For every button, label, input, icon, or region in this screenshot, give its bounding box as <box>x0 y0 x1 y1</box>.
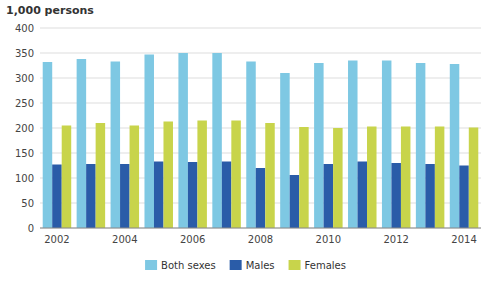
bar <box>96 123 105 228</box>
x-tick-label: 2012 <box>383 234 408 245</box>
grid-line <box>40 53 481 54</box>
bar <box>212 53 221 228</box>
bar <box>130 126 139 229</box>
bar <box>197 121 206 229</box>
y-tick-label: 0 <box>28 223 34 234</box>
legend-item: Males <box>230 260 275 271</box>
bar <box>111 62 120 229</box>
legend: Both sexes Males Females <box>145 260 346 271</box>
bar <box>367 127 376 229</box>
bar <box>324 164 333 228</box>
legend-item: Both sexes <box>145 260 216 271</box>
y-tick-label: 50 <box>21 198 34 209</box>
x-tick-label: 2004 <box>112 234 137 245</box>
bar <box>222 162 231 229</box>
bar <box>435 127 444 229</box>
x-axis-line <box>40 228 481 229</box>
bar <box>459 166 468 229</box>
legend-swatch <box>289 260 301 270</box>
grid-line <box>40 103 481 104</box>
legend-label: Males <box>246 260 275 271</box>
bar <box>358 162 367 229</box>
x-tick-label: 2006 <box>180 234 205 245</box>
bar <box>348 61 357 229</box>
bars <box>43 53 479 228</box>
bar <box>382 61 391 229</box>
bar <box>52 165 61 229</box>
bar <box>43 62 52 228</box>
bar <box>333 128 342 228</box>
bar <box>450 64 459 228</box>
y-tick-label: 400 <box>15 23 34 34</box>
legend-item: Females <box>289 260 346 271</box>
bar <box>246 62 255 229</box>
bar <box>290 175 299 228</box>
bar <box>469 128 478 229</box>
legend-swatch <box>230 260 242 270</box>
units-label: 1,000 persons <box>6 4 94 17</box>
legend-label: Both sexes <box>161 260 216 271</box>
bar <box>62 126 71 229</box>
grid-line <box>40 28 481 29</box>
bar <box>144 55 153 229</box>
y-tick-label: 150 <box>15 148 34 159</box>
x-tick-label: 2014 <box>451 234 476 245</box>
bar <box>77 59 86 228</box>
y-tick-label: 350 <box>15 48 34 59</box>
bar <box>401 127 410 229</box>
y-tick-label: 100 <box>15 173 34 184</box>
grid-line <box>40 228 481 229</box>
legend-swatch <box>145 260 157 270</box>
bar <box>314 63 323 228</box>
bar <box>265 123 274 228</box>
bar <box>391 163 400 228</box>
bar <box>120 164 129 228</box>
bar <box>256 168 265 228</box>
bar <box>178 53 187 228</box>
y-tick-label: 200 <box>15 123 34 134</box>
bar <box>280 73 289 228</box>
y-tick-label: 250 <box>15 98 34 109</box>
bar <box>86 164 95 228</box>
legend-label: Females <box>305 260 346 271</box>
x-tick-label: 2010 <box>316 234 341 245</box>
bar <box>163 122 172 229</box>
bar <box>188 162 197 228</box>
bar <box>425 164 434 228</box>
bar <box>416 63 425 228</box>
chart: 1,000 persons 0 50 100 150 200 250 300 350 400 200… <box>0 0 491 291</box>
x-tick-label: 2002 <box>44 234 69 245</box>
grid-line <box>40 128 481 129</box>
x-tick-label: 2008 <box>248 234 273 245</box>
bar <box>154 162 163 229</box>
grid-line <box>40 153 481 154</box>
y-tick-label: 300 <box>15 73 34 84</box>
bar <box>231 121 240 229</box>
grid-line <box>40 78 481 79</box>
bar <box>299 127 308 228</box>
